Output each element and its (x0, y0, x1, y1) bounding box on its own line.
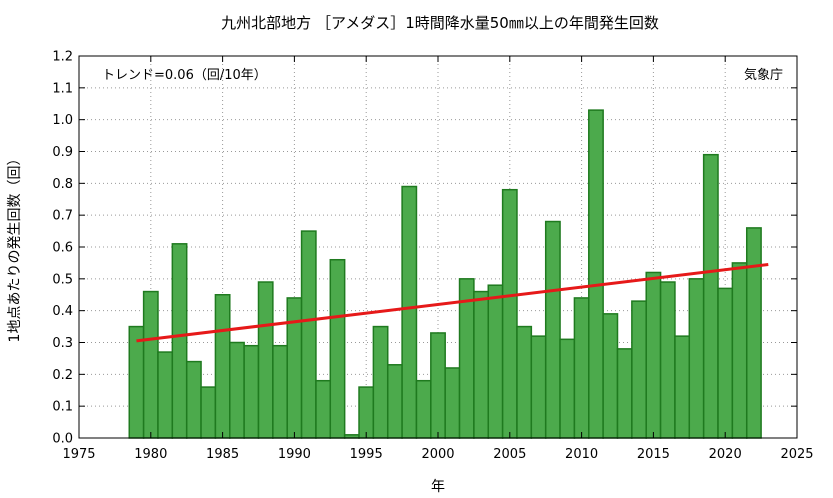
x-axis-label: 年 (431, 479, 445, 495)
y-axis-label: 1地点あたりの発生回数（回） (7, 152, 23, 343)
x-axis-ticks: 1975 1980 1985 1990 1995 2000 2005 2010 2015 2020… (62, 56, 814, 462)
chart-title: 九州北部地方 ［アメダス］1時間降水量50㎜以上の年間発生回数 (221, 14, 659, 32)
y-tick-label: 1.1 (52, 81, 73, 96)
bar-1990 (286, 297, 303, 439)
x-tick-label: 2000 (421, 447, 454, 462)
bar-2013 (616, 348, 633, 439)
y-tick-label: 0.7 (52, 209, 73, 224)
bar-2019 (702, 153, 719, 439)
bar-2005 (501, 188, 518, 439)
y-axis-ticks: 0.0 0.1 0.2 0.3 0.4 0.5 0.6 0.7 0.8 0.9 1.0 1.1 1.2 (52, 50, 797, 447)
bar-1991 (300, 230, 317, 439)
bar-2009 (559, 338, 576, 439)
bar-2021 (731, 262, 748, 439)
bar-2003 (473, 290, 490, 439)
bar-1981 (157, 351, 174, 439)
bar-2007 (530, 335, 547, 439)
bar-1999 (415, 379, 432, 439)
y-tick-label: 0.9 (52, 145, 73, 160)
y-tick-label: 0.8 (52, 177, 73, 192)
bar-1988 (257, 281, 274, 439)
bar-1987 (243, 344, 260, 439)
trend-annotation: トレンド=0.06（回/10年） (102, 68, 267, 83)
bar-2000 (430, 332, 446, 439)
x-tick-label: 2020 (709, 447, 742, 462)
bar-1985 (214, 294, 231, 439)
bar-1986 (229, 341, 245, 439)
bar-1993 (329, 258, 346, 439)
bar-2017 (674, 335, 691, 439)
y-tick-label: 0.0 (52, 432, 73, 447)
bar-1997 (386, 364, 403, 439)
bar-2016 (659, 281, 676, 439)
x-tick-label: 1990 (278, 447, 311, 462)
bar-2012 (602, 313, 619, 439)
bar-1998 (401, 185, 418, 439)
bar-1980 (142, 290, 159, 439)
bar-2001 (444, 367, 461, 439)
x-tick-label: 1985 (206, 447, 239, 462)
bar-1996 (372, 325, 389, 439)
y-tick-label: 1.2 (52, 50, 73, 65)
bar-2020 (717, 287, 734, 439)
bar-1982 (171, 243, 188, 439)
bar-2008 (544, 220, 561, 439)
bar-2010 (573, 297, 590, 439)
y-tick-label: 0.3 (52, 336, 73, 351)
bar-2004 (487, 284, 504, 439)
y-tick-label: 1.0 (52, 113, 73, 128)
bar-1989 (272, 344, 288, 439)
x-tick-label: 1975 (62, 447, 95, 462)
y-tick-label: 0.4 (52, 304, 73, 319)
bar-1983 (185, 360, 202, 439)
source-label: 気象庁 (744, 67, 783, 83)
bar-2022 (745, 227, 762, 439)
x-tick-label: 1995 (350, 447, 383, 462)
x-tick-label: 2005 (493, 447, 526, 462)
bars (128, 109, 762, 439)
y-tick-label: 0.5 (52, 272, 73, 287)
bar-2014 (631, 300, 647, 439)
bar-2011 (588, 109, 604, 439)
y-tick-label: 0.6 (52, 241, 73, 256)
bar-1979 (128, 325, 145, 439)
y-tick-label: 0.2 (52, 368, 73, 383)
x-tick-label: 2025 (780, 447, 813, 462)
bar-2018 (688, 278, 705, 439)
x-tick-label: 2010 (565, 447, 598, 462)
x-tick-label: 2015 (637, 447, 670, 462)
y-tick-label: 0.1 (52, 400, 73, 415)
bar-2006 (516, 325, 533, 439)
bar-1995 (358, 386, 375, 439)
bar-1992 (315, 379, 332, 439)
bar-2015 (645, 271, 662, 439)
trend-line (136, 263, 769, 343)
bar-1984 (200, 386, 217, 439)
x-tick-label: 1980 (134, 447, 167, 462)
